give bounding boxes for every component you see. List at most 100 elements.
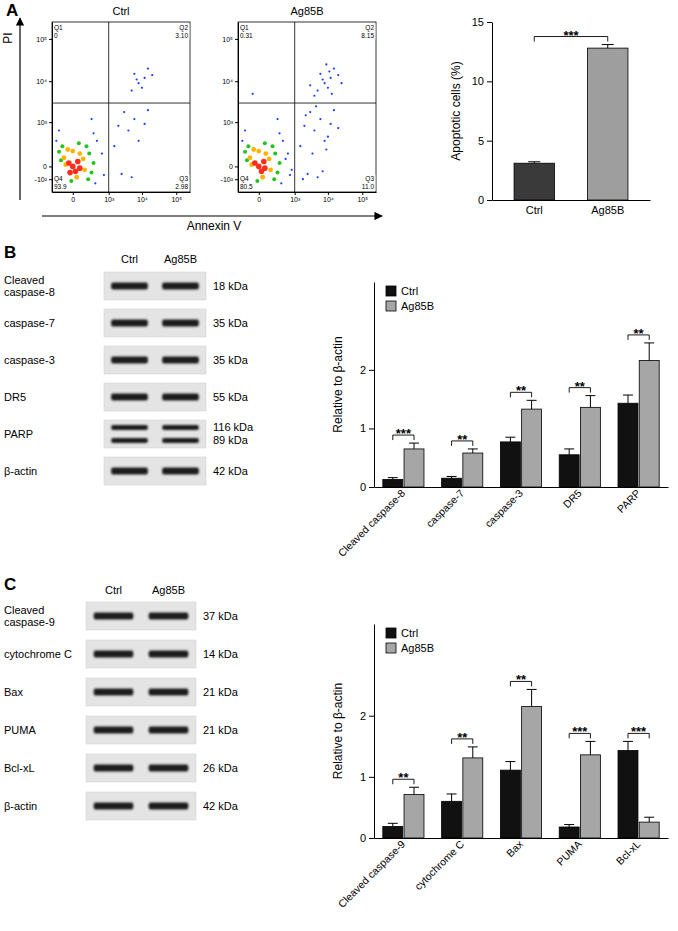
bar xyxy=(580,407,600,487)
x-tick: 10⁴ xyxy=(137,192,148,203)
flow-plot: Q10Q23.10Q32.98Q493.9010³10⁴10⁵-10²010³1… xyxy=(1,5,191,203)
event-dot xyxy=(133,118,135,120)
y-tick: 0 xyxy=(360,481,374,493)
bar xyxy=(463,453,483,487)
event-dot xyxy=(133,73,135,75)
quadrant-name: Q1 xyxy=(240,24,249,32)
lane-label: Ag85B xyxy=(152,584,185,596)
blot-band xyxy=(111,320,148,327)
blot-band xyxy=(111,438,148,443)
flow-plot: Q10.31Q28.15Q311.0Q480.5010³10⁴10⁵-10²01… xyxy=(42,5,382,233)
event-dot xyxy=(289,174,291,176)
event-dot xyxy=(278,161,282,165)
figure: Q10Q23.10Q32.98Q493.9010³10⁴10⁵-10²010³1… xyxy=(0,0,678,931)
event-dot xyxy=(260,175,265,180)
event-dot xyxy=(92,161,96,165)
error-bar xyxy=(585,741,595,754)
significance-label: ** xyxy=(634,326,645,341)
event-dot xyxy=(309,84,311,86)
band-size: 26 kDa xyxy=(203,762,239,774)
lane-label: Ctrl xyxy=(121,253,138,265)
event-dot xyxy=(270,144,274,148)
event-dot xyxy=(86,177,90,181)
event-dot xyxy=(333,109,335,111)
error-bar xyxy=(644,343,654,361)
y-tick-label: 0 xyxy=(360,481,366,493)
event-dot xyxy=(319,118,321,120)
event-dot xyxy=(144,123,146,125)
error-bar xyxy=(528,162,540,163)
quadrant-name: Q2 xyxy=(365,24,374,32)
x-tick-label: PARP xyxy=(614,487,642,515)
event-dot xyxy=(117,125,119,127)
event-dot xyxy=(313,129,315,131)
x-tick: 0 xyxy=(257,192,261,203)
lane-label: Ctrl xyxy=(105,584,122,596)
error-bar xyxy=(388,478,398,480)
event-dot xyxy=(322,78,324,80)
y-tick: 1 xyxy=(360,422,374,434)
x-tick-mark xyxy=(142,192,143,195)
quadrant-label: Q10.31 xyxy=(239,24,254,40)
protein-label: PUMA xyxy=(4,724,36,736)
event-dot xyxy=(262,165,268,171)
y-tick-label: 5 xyxy=(478,135,484,147)
y-axis-line xyxy=(374,625,375,839)
error-bar xyxy=(564,449,574,455)
blot-band xyxy=(111,283,148,290)
x-tick: Ag85B xyxy=(591,204,624,216)
x-axis-arrow xyxy=(42,215,382,216)
event-dot xyxy=(255,179,259,183)
event-dot xyxy=(151,74,153,76)
significance-label: *** xyxy=(563,28,579,43)
western-blot: CtrlAg85B37 kDaCleavedcaspase-914 kDacyt… xyxy=(4,584,239,820)
event-dot xyxy=(67,170,73,176)
event-dot xyxy=(256,149,261,154)
event-dot xyxy=(276,171,280,175)
y-tick-label: 15 xyxy=(472,16,484,28)
label-line: Cleaved xyxy=(4,274,44,286)
x-tick: caspase-3 xyxy=(482,487,525,530)
y-tick: -10² xyxy=(35,176,52,183)
protein-label: β-actin xyxy=(4,465,37,477)
x-tick-label: DR5 xyxy=(560,487,583,510)
event-dot xyxy=(94,182,96,184)
bar xyxy=(463,758,483,838)
quadrant-label: Q28.15 xyxy=(360,24,375,40)
blot-band xyxy=(111,468,148,475)
event-dot xyxy=(278,132,280,134)
y-tick-mark xyxy=(369,838,374,839)
quadrant-name: Q3 xyxy=(179,175,188,183)
significance-label: *** xyxy=(631,724,647,739)
significance-label: ** xyxy=(457,432,468,447)
event-dot xyxy=(268,167,273,172)
error-bar xyxy=(585,396,595,408)
event-dot xyxy=(103,174,105,176)
bar xyxy=(559,455,579,487)
significance-label: *** xyxy=(572,724,588,739)
x-tick: PUMA xyxy=(554,838,584,868)
event-dot xyxy=(276,118,278,120)
x-axis-line xyxy=(375,838,669,839)
label-line: caspase-8 xyxy=(4,286,55,298)
event-dot xyxy=(138,140,140,142)
y-tick: 15 xyxy=(472,16,492,28)
bar xyxy=(442,801,462,838)
y-axis-line xyxy=(238,23,239,193)
legend-label: Ctrl xyxy=(401,285,418,297)
blot-band xyxy=(94,651,134,658)
quadrant-percent: 11.0 xyxy=(362,183,375,190)
y-tick-label: 0 xyxy=(229,163,233,170)
event-dot xyxy=(147,67,149,69)
band-size: 18 kDa xyxy=(213,280,249,292)
event-dot xyxy=(131,89,133,91)
y-tick-mark xyxy=(369,487,374,488)
y-tick-label: -10² xyxy=(221,176,234,183)
y-tick: 10⁴ xyxy=(222,78,238,85)
event-dot xyxy=(74,175,79,180)
panel-letter: C xyxy=(4,575,16,594)
event-dot xyxy=(144,77,146,79)
event-dot xyxy=(330,123,332,125)
bar-chart: ***********012Cleaved caspase-8caspase-7… xyxy=(331,283,669,559)
blot-band xyxy=(149,689,189,696)
